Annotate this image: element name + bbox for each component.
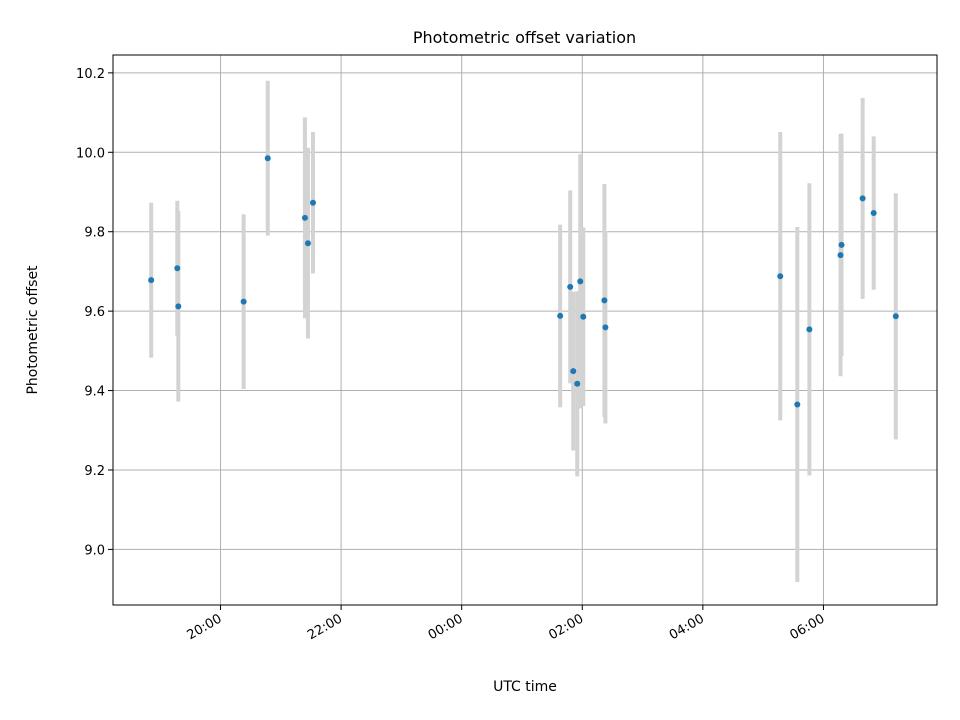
data-point [567, 283, 574, 290]
data-point [601, 297, 608, 304]
y-axis: 9.0 9.2 9.4 9.6 9.8 10.0 10.2 [76, 67, 113, 558]
data-point [557, 312, 564, 319]
data-point [580, 313, 587, 320]
y-tick-label: 10.2 [76, 67, 105, 82]
data-point [837, 252, 844, 259]
chart-title: Photometric offset variation [413, 28, 636, 47]
data-point [838, 241, 845, 248]
data-point [859, 195, 866, 202]
data-point [574, 380, 581, 387]
data-point [777, 273, 784, 280]
y-tick-label: 9.8 [84, 226, 105, 241]
data-point [577, 278, 584, 285]
data-point [304, 240, 311, 247]
y-tick-label: 10.0 [76, 146, 105, 161]
data-point [570, 368, 577, 375]
data-point [806, 326, 813, 333]
data-point [301, 214, 308, 221]
y-tick-label: 9.2 [84, 464, 105, 479]
grid [113, 55, 937, 605]
y-tick-label: 9.0 [84, 543, 105, 558]
y-tick-label: 9.6 [84, 305, 105, 320]
x-axis-label: UTC time [493, 679, 557, 695]
data-point [602, 324, 609, 331]
data-point [892, 313, 899, 320]
data-point [309, 199, 316, 206]
data-point [870, 210, 877, 217]
data-point [174, 265, 181, 272]
data-point [175, 303, 182, 310]
data-point [240, 298, 247, 305]
y-tick-label: 9.4 [84, 385, 105, 400]
data-point [794, 401, 801, 408]
data-point [264, 155, 271, 162]
data-point [148, 277, 155, 284]
data-points [148, 155, 899, 408]
plot-frame [112, 54, 938, 606]
y-axis-label: Photometric offset [25, 265, 41, 395]
